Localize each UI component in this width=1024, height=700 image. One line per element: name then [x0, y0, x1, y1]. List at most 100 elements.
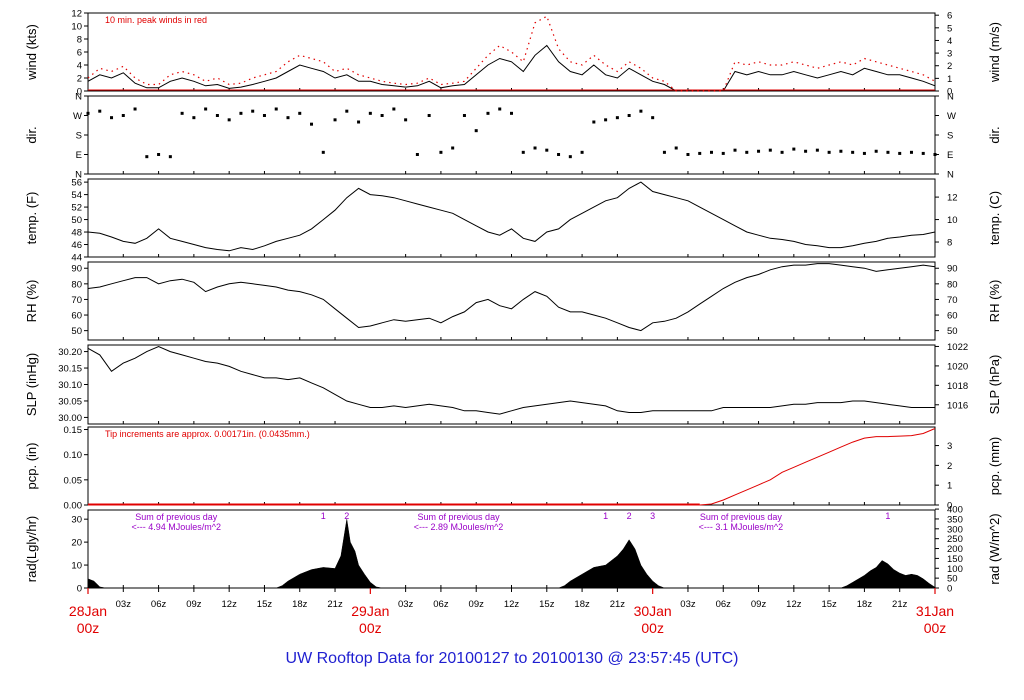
- wind-right-ytick-label: 5: [947, 23, 952, 34]
- dir-point: [768, 148, 772, 152]
- dir-point: [86, 111, 90, 115]
- dir-ytick-label: N: [75, 170, 82, 181]
- rh-right-ytick-label: 70: [947, 295, 958, 306]
- time-tick-label: 03z: [680, 599, 696, 610]
- wind-ytick-label: 6: [77, 48, 82, 59]
- dir-point: [404, 118, 408, 122]
- slp-ytick-label: 30.10: [58, 380, 82, 391]
- rad-ytick-label: 30: [71, 515, 82, 526]
- rad-area: [87, 519, 936, 589]
- dir-point: [145, 155, 149, 159]
- time-tick-label: 06z: [433, 599, 449, 610]
- pcp-series-precipitation: [88, 428, 936, 506]
- time-tick-label: 15z: [539, 599, 555, 610]
- pcp-ylabel: pcp. (in): [24, 443, 39, 490]
- dir-point: [357, 120, 361, 124]
- temp-right-ytick-label: 8: [947, 238, 952, 249]
- dir-point: [415, 153, 419, 156]
- day-label-time: 00z: [924, 620, 947, 636]
- dir-point: [709, 150, 713, 154]
- temp-ytick-label: 50: [71, 215, 82, 226]
- rh-ytick-label: 70: [71, 295, 82, 306]
- time-tick-label: 09z: [186, 599, 202, 610]
- rad-right-ytick-label: 400: [947, 505, 963, 516]
- time-tick-label: 03z: [398, 599, 414, 610]
- dir-panel-frame: [87, 95, 936, 175]
- dir-point: [615, 116, 619, 120]
- rad-marker-label: 2: [627, 511, 632, 521]
- wind-right-ytick-label: 3: [947, 49, 952, 60]
- rh-right-ytick-label: 90: [947, 264, 958, 275]
- rad-daysum-value: <--- 2.89 MJoules/m^2: [414, 522, 504, 532]
- dir-point: [274, 107, 278, 111]
- dir-point: [462, 114, 466, 117]
- time-tick-label: 18z: [857, 599, 873, 610]
- dir-point: [686, 153, 690, 156]
- dir-point: [862, 151, 866, 155]
- rh-panel-frame: [87, 261, 936, 341]
- time-tick-label: 21z: [892, 599, 908, 610]
- time-tick-label: 18z: [292, 599, 308, 610]
- dir-point: [286, 116, 290, 120]
- chart-footer-title: UW Rooftop Data for 20100127 to 20100130…: [285, 650, 739, 667]
- time-tick-label: 15z: [257, 599, 273, 610]
- dir-point: [380, 114, 384, 117]
- temp-ytick-label: 48: [71, 228, 82, 239]
- dir-point: [874, 149, 878, 153]
- dir-point: [262, 114, 266, 117]
- dir-point: [439, 150, 443, 154]
- pcp-right-ytick-label: 3: [947, 441, 952, 452]
- wind-series-peak: [87, 15, 936, 92]
- rad-right-ytick-label: 350: [947, 514, 963, 525]
- rh-ytick-label: 90: [71, 264, 82, 275]
- day-label-date: 30Jan: [634, 603, 672, 619]
- day-label-date: 28Jan: [69, 603, 107, 619]
- temp-right-ytick-label: 12: [947, 193, 958, 204]
- wind-ytick-label: 0: [77, 87, 82, 98]
- dir-point: [674, 146, 678, 150]
- time-tick-label: 06z: [151, 599, 167, 610]
- rh-series-relative-humidity: [87, 263, 936, 332]
- dir-ytick-label: N: [75, 92, 82, 103]
- slp-right-ytick-label: 1022: [947, 342, 968, 353]
- dir-point: [721, 151, 725, 155]
- dir-point: [368, 111, 372, 115]
- rad-ytick-label: 0: [77, 584, 82, 595]
- dir-point: [568, 155, 572, 159]
- dir-point: [698, 151, 702, 155]
- rad-right-ylabel: rad (W/m^2): [987, 513, 1002, 584]
- time-tick-label: 21z: [610, 599, 626, 610]
- dir-point: [580, 150, 584, 154]
- wind-right-ylabel: wind (m/s): [987, 22, 1002, 83]
- dir-point: [933, 153, 937, 156]
- dir-point: [557, 153, 561, 156]
- dir-point: [321, 150, 325, 154]
- rh-right-ylabel: RH (%): [987, 280, 1002, 323]
- dir-point: [627, 114, 631, 117]
- rh-right-ytick-label: 60: [947, 311, 958, 322]
- rh-ylabel: RH (%): [24, 280, 39, 323]
- temp-ytick-label: 54: [71, 190, 82, 201]
- temp-ytick-label: 56: [71, 178, 82, 189]
- dir-point: [310, 122, 314, 126]
- dir-point: [827, 150, 831, 154]
- rh-right-ytick-label: 80: [947, 279, 958, 290]
- time-tick-label: 12z: [786, 599, 802, 610]
- day-label-time: 00z: [77, 620, 100, 636]
- dir-point: [298, 111, 302, 115]
- rad-daysum-value: <--- 4.94 MJoules/m^2: [131, 522, 221, 532]
- time-tick-label: 09z: [751, 599, 767, 610]
- pcp-ytick-label: 0.10: [64, 450, 83, 461]
- dir-point: [345, 109, 349, 113]
- wind-ylabel: wind (kts): [24, 24, 39, 81]
- pcp-right-ytick-label: 0: [947, 501, 952, 512]
- slp-right-ytick-label: 1016: [947, 400, 968, 411]
- dir-point: [427, 114, 431, 117]
- dir-point: [604, 118, 608, 122]
- time-tick-label: 03z: [116, 599, 132, 610]
- dir-point: [98, 109, 102, 113]
- temp-ytick-label: 44: [71, 253, 82, 264]
- dir-right-ylabel: dir.: [987, 126, 1002, 143]
- wind-ytick-label: 12: [71, 9, 82, 20]
